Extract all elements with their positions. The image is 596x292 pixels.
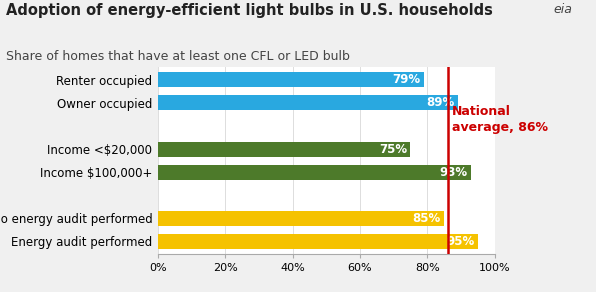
Text: Share of homes that have at least one CFL or LED bulb: Share of homes that have at least one CF… [6, 50, 350, 63]
Text: 75%: 75% [379, 142, 407, 156]
Bar [158, 165, 471, 180]
Text: 93%: 93% [440, 166, 468, 179]
Text: 85%: 85% [412, 212, 441, 225]
Text: eia: eia [553, 3, 572, 16]
Bar [158, 211, 444, 226]
Bar [158, 95, 458, 110]
Text: National
average, 86%: National average, 86% [452, 105, 548, 133]
Bar [158, 142, 411, 157]
Text: 89%: 89% [426, 96, 454, 110]
Text: Adoption of energy-efficient light bulbs in U.S. households: Adoption of energy-efficient light bulbs… [6, 3, 493, 18]
Bar [158, 234, 478, 249]
Text: 95%: 95% [446, 235, 474, 248]
Bar [158, 72, 424, 87]
Text: 79%: 79% [393, 73, 421, 86]
